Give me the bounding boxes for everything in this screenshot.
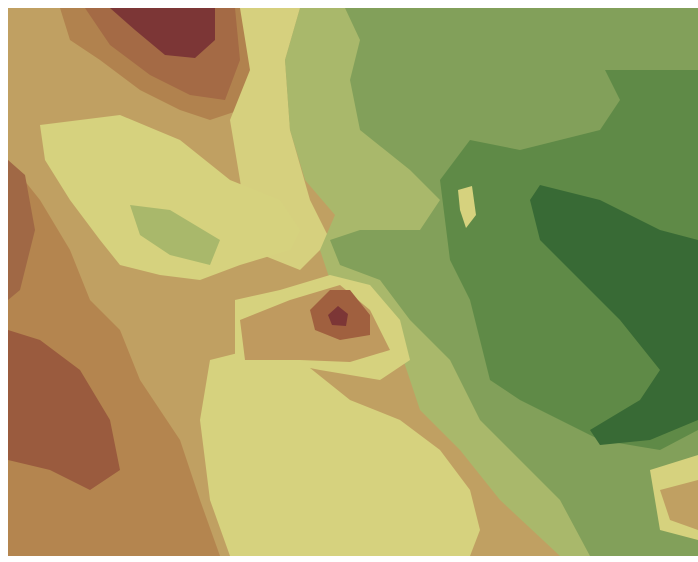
zone-hill-peak bbox=[328, 306, 348, 326]
elevation-raster bbox=[8, 8, 698, 556]
zone-peak bbox=[110, 8, 215, 58]
zone-yellow-spot bbox=[458, 186, 476, 228]
zone-ridge-green bbox=[130, 205, 220, 265]
zone-yellow-south bbox=[200, 350, 480, 556]
zone-yellow-ridge bbox=[40, 115, 300, 280]
zone-dark-green bbox=[530, 185, 698, 445]
zone-tan-east bbox=[660, 480, 698, 530]
zone-brown-edge bbox=[8, 160, 35, 300]
zone-brown-west bbox=[8, 330, 120, 490]
